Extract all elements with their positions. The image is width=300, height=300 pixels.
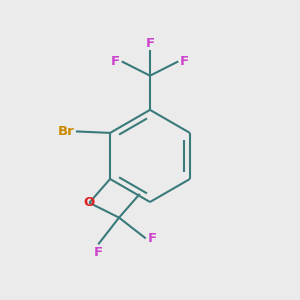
Text: F: F — [147, 232, 156, 245]
Text: F: F — [94, 246, 103, 259]
Text: O: O — [84, 196, 95, 209]
Text: Br: Br — [58, 125, 74, 138]
Text: F: F — [180, 55, 189, 68]
Text: F: F — [146, 38, 154, 50]
Text: F: F — [111, 55, 120, 68]
